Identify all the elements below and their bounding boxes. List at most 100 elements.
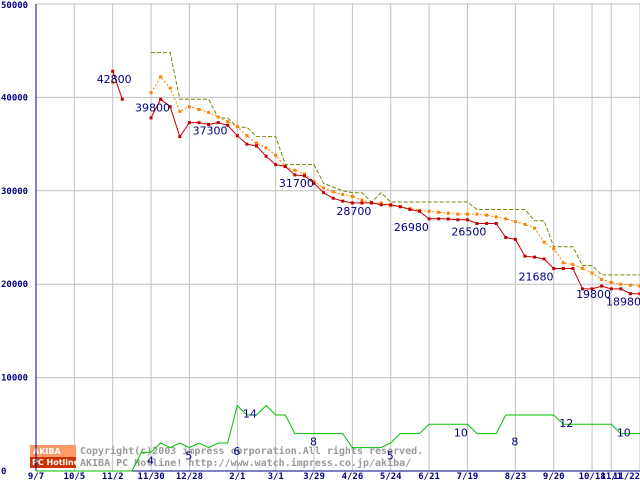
data-point bbox=[226, 123, 230, 127]
data-point bbox=[245, 134, 249, 138]
data-point bbox=[264, 154, 268, 158]
data-point bbox=[533, 226, 537, 230]
data-point bbox=[178, 135, 182, 139]
data-point bbox=[197, 108, 201, 112]
data-point bbox=[149, 116, 153, 120]
data-point bbox=[542, 240, 546, 244]
data-point bbox=[600, 278, 604, 282]
y-tick-label: 30000 bbox=[1, 187, 28, 197]
data-point bbox=[312, 179, 316, 183]
price-label: 19800 bbox=[576, 288, 611, 301]
data-point bbox=[456, 218, 460, 222]
data-point bbox=[619, 282, 623, 286]
count-label: 8 bbox=[310, 436, 317, 449]
price-label: 31700 bbox=[279, 177, 314, 190]
data-point bbox=[513, 237, 517, 241]
count-label: 4 bbox=[147, 454, 154, 467]
x-tick-label: 7/19 bbox=[457, 472, 479, 480]
data-point bbox=[437, 217, 441, 221]
price-label: 26980 bbox=[394, 221, 429, 234]
data-point bbox=[168, 105, 172, 109]
data-point bbox=[427, 217, 431, 221]
x-tick-label: 2/1 bbox=[229, 472, 245, 480]
data-point bbox=[552, 247, 556, 251]
count-label: 5 bbox=[185, 450, 192, 463]
data-point bbox=[111, 80, 115, 84]
x-tick-label: 11/1 bbox=[600, 472, 622, 480]
data-point bbox=[245, 142, 249, 146]
price-label: 28700 bbox=[336, 205, 371, 218]
data-point bbox=[312, 181, 316, 185]
data-point bbox=[389, 203, 393, 207]
data-point bbox=[600, 284, 604, 288]
data-point bbox=[264, 146, 268, 150]
data-point bbox=[446, 211, 450, 215]
y-tick-label: 40000 bbox=[1, 93, 28, 103]
data-point bbox=[456, 212, 460, 216]
watermark: AKIBA PC Hotline! Copyright(c)2003 impre… bbox=[30, 445, 423, 469]
site-url-line: AKIBA PC Hotline! http://www.watch.impre… bbox=[80, 457, 411, 469]
data-point bbox=[638, 292, 640, 296]
y-tick-label: 10000 bbox=[1, 374, 28, 384]
y-tick-label: 20000 bbox=[1, 280, 28, 290]
count-label: 8 bbox=[511, 436, 518, 449]
data-point bbox=[283, 165, 287, 169]
y-tick-label: 0 bbox=[1, 467, 6, 477]
data-labels: 42800 39800 37300 31700 28700 26980 26500 21680… bbox=[97, 73, 640, 467]
data-point bbox=[197, 121, 201, 125]
data-point bbox=[475, 221, 479, 225]
data-point bbox=[331, 196, 335, 200]
data-point bbox=[561, 261, 565, 265]
data-point bbox=[533, 255, 537, 259]
data-point bbox=[274, 153, 278, 157]
series-line-0 bbox=[151, 52, 640, 276]
data-point bbox=[561, 267, 565, 271]
data-point bbox=[207, 122, 211, 126]
data-point bbox=[398, 205, 402, 209]
data-point bbox=[465, 218, 469, 222]
data-point bbox=[302, 172, 306, 176]
count-label: 10 bbox=[617, 426, 631, 439]
x-tick-label: 11/2 bbox=[102, 472, 124, 480]
logo-bottom-bg bbox=[30, 457, 76, 468]
data-point bbox=[216, 121, 220, 125]
logo-bottom-text: PC Hotline! bbox=[32, 458, 83, 467]
data-point bbox=[628, 292, 632, 296]
grid bbox=[35, 3, 640, 472]
data-point bbox=[552, 267, 556, 271]
data-point bbox=[360, 201, 364, 205]
data-point bbox=[485, 213, 489, 217]
count-label: 5 bbox=[387, 450, 394, 463]
data-point bbox=[274, 163, 278, 167]
data-point bbox=[619, 287, 623, 291]
data-point bbox=[523, 222, 527, 226]
data-point bbox=[235, 124, 239, 128]
price-label: 21680 bbox=[519, 271, 554, 284]
data-point bbox=[350, 201, 354, 205]
data-point bbox=[187, 121, 191, 125]
x-tick-label: 5/24 bbox=[380, 472, 402, 480]
data-point bbox=[523, 254, 527, 258]
data-point bbox=[475, 212, 479, 216]
data-point bbox=[571, 263, 575, 267]
price-label: 39800 bbox=[135, 101, 170, 114]
price-label: 37300 bbox=[193, 125, 228, 138]
data-point bbox=[120, 97, 124, 101]
x-tick-label: 9/20 bbox=[543, 472, 565, 480]
data-point bbox=[590, 271, 594, 275]
data-point bbox=[465, 212, 469, 216]
data-point bbox=[341, 193, 345, 197]
data-point bbox=[302, 174, 306, 178]
x-tick-label: 10/5 bbox=[64, 472, 86, 480]
data-point bbox=[111, 69, 115, 73]
data-point bbox=[207, 110, 211, 114]
data-point bbox=[341, 199, 345, 203]
data-point bbox=[542, 257, 546, 261]
data-point bbox=[494, 221, 498, 225]
y-tick-label: 50000 bbox=[1, 1, 28, 11]
data-point bbox=[293, 168, 297, 172]
count-label: 10 bbox=[454, 426, 468, 439]
x-tick-label: 3/1 bbox=[268, 472, 284, 480]
data-point bbox=[187, 105, 191, 109]
